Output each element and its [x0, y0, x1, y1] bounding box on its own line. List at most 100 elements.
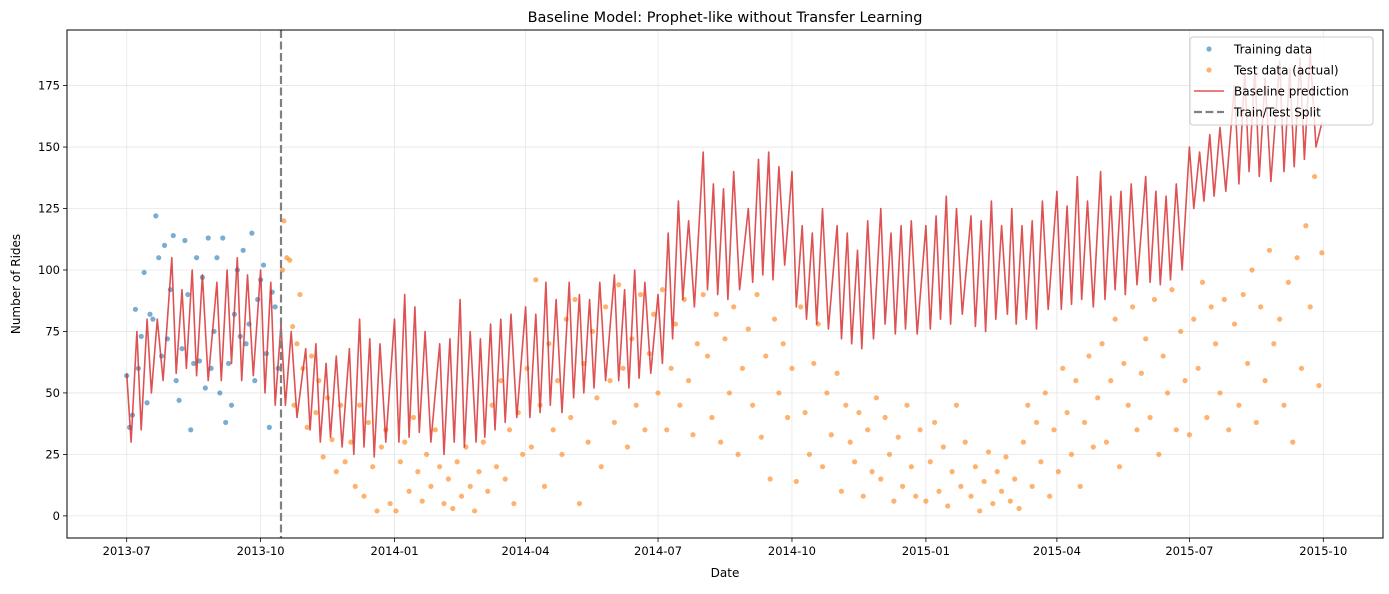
x-axis-label: Date — [711, 566, 740, 580]
training-data-point — [138, 333, 144, 339]
test-data-point — [415, 469, 421, 475]
test-data-point — [633, 402, 639, 408]
training-data-point — [217, 390, 223, 396]
test-data-point — [290, 323, 296, 330]
test-data-point — [1231, 321, 1238, 327]
training-data-point — [249, 230, 255, 236]
x-tick-label: 2015-10 — [1299, 544, 1347, 558]
test-data-point — [998, 488, 1005, 494]
test-data-point — [402, 439, 408, 445]
training-data-point — [205, 235, 211, 241]
training-data-point — [185, 291, 191, 298]
test-data-point — [1099, 341, 1105, 347]
test-data-point — [1164, 390, 1171, 396]
test-data-point — [1307, 304, 1313, 310]
test-data-point — [313, 409, 319, 416]
test-data-point — [1303, 223, 1309, 229]
test-data-point — [1298, 365, 1305, 371]
chart-title: Baseline Model: Prophet-like without Tra… — [528, 10, 923, 26]
y-tick-label: 75 — [45, 324, 60, 338]
test-data-point — [1285, 279, 1291, 285]
test-data-point — [1290, 439, 1296, 445]
test-data-point — [739, 365, 746, 371]
test-data-point — [554, 378, 561, 384]
test-data-point — [423, 451, 430, 457]
training-data-point — [161, 242, 168, 248]
test-data-point — [1212, 341, 1219, 347]
test-data-point — [1151, 296, 1158, 303]
test-data-point — [1060, 365, 1066, 371]
training-data-point — [176, 397, 182, 403]
test-data-point — [454, 459, 460, 465]
test-data-point — [1086, 353, 1092, 359]
test-data-point — [1095, 395, 1101, 401]
test-data-point — [709, 414, 715, 421]
x-tick-label: 2014-10 — [768, 544, 816, 558]
legend-label: Train/Test Split — [1233, 106, 1321, 120]
test-data-point — [908, 464, 914, 470]
test-data-point — [1073, 378, 1079, 384]
test-data-point — [819, 464, 826, 470]
test-data-point — [1221, 296, 1227, 303]
test-data-point — [1178, 328, 1184, 335]
training-data-point — [188, 427, 194, 433]
test-data-point — [1125, 402, 1131, 408]
test-data-point — [694, 341, 700, 347]
test-data-point — [981, 478, 987, 485]
y-tick-label: 125 — [38, 202, 60, 216]
test-data-point — [370, 464, 376, 470]
test-data-point — [1077, 483, 1083, 489]
training-data-point — [141, 269, 147, 276]
test-data-point — [780, 341, 786, 347]
x-tick-label: 2015-07 — [1165, 544, 1213, 558]
y-tick-label: 0 — [53, 509, 60, 523]
test-data-point — [1147, 414, 1153, 421]
training-data-point — [228, 402, 235, 408]
test-data-point — [480, 439, 486, 445]
test-data-point — [1112, 316, 1118, 322]
test-data-point — [1042, 390, 1048, 396]
legend-label: Baseline prediction — [1234, 85, 1349, 99]
test-data-point — [923, 498, 929, 504]
test-data-point — [1186, 432, 1192, 438]
test-data-point — [502, 476, 508, 482]
training-data-point — [144, 400, 150, 406]
training-data-point — [193, 255, 200, 261]
training-data-point — [132, 306, 139, 312]
test-data-point — [869, 469, 875, 475]
test-data-point — [294, 341, 300, 347]
test-data-point — [994, 469, 1000, 475]
test-data-point — [1038, 459, 1044, 465]
test-data-point — [843, 402, 849, 408]
test-data-point — [806, 451, 813, 457]
test-data-point — [793, 478, 799, 485]
test-data-point — [642, 427, 648, 433]
test-data-point — [432, 427, 438, 433]
test-data-point — [767, 476, 773, 482]
test-data-point — [603, 304, 609, 310]
test-data-point — [1121, 360, 1127, 367]
training-data-point — [153, 213, 159, 219]
plot-area — [124, 30, 1325, 538]
training-data-point — [182, 237, 188, 244]
test-data-point — [900, 483, 906, 489]
test-data-point — [713, 311, 719, 317]
test-data-point — [419, 498, 425, 504]
test-data-point — [1081, 419, 1088, 426]
test-data-point — [784, 414, 791, 421]
test-data-point — [917, 427, 923, 433]
test-data-point — [1191, 316, 1197, 322]
training-data-point — [225, 360, 232, 367]
test-data-point — [598, 464, 604, 470]
test-data-point — [851, 459, 858, 465]
y-tick-label: 150 — [38, 140, 60, 154]
test-data-point — [936, 488, 942, 494]
test-data-point — [977, 508, 983, 514]
test-data-point — [834, 370, 840, 376]
test-data-point — [1033, 419, 1040, 426]
training-data-point — [202, 385, 208, 391]
training-data-point — [220, 235, 226, 241]
test-data-point — [1055, 469, 1061, 475]
test-data-point — [904, 402, 910, 408]
test-data-point — [771, 316, 778, 322]
